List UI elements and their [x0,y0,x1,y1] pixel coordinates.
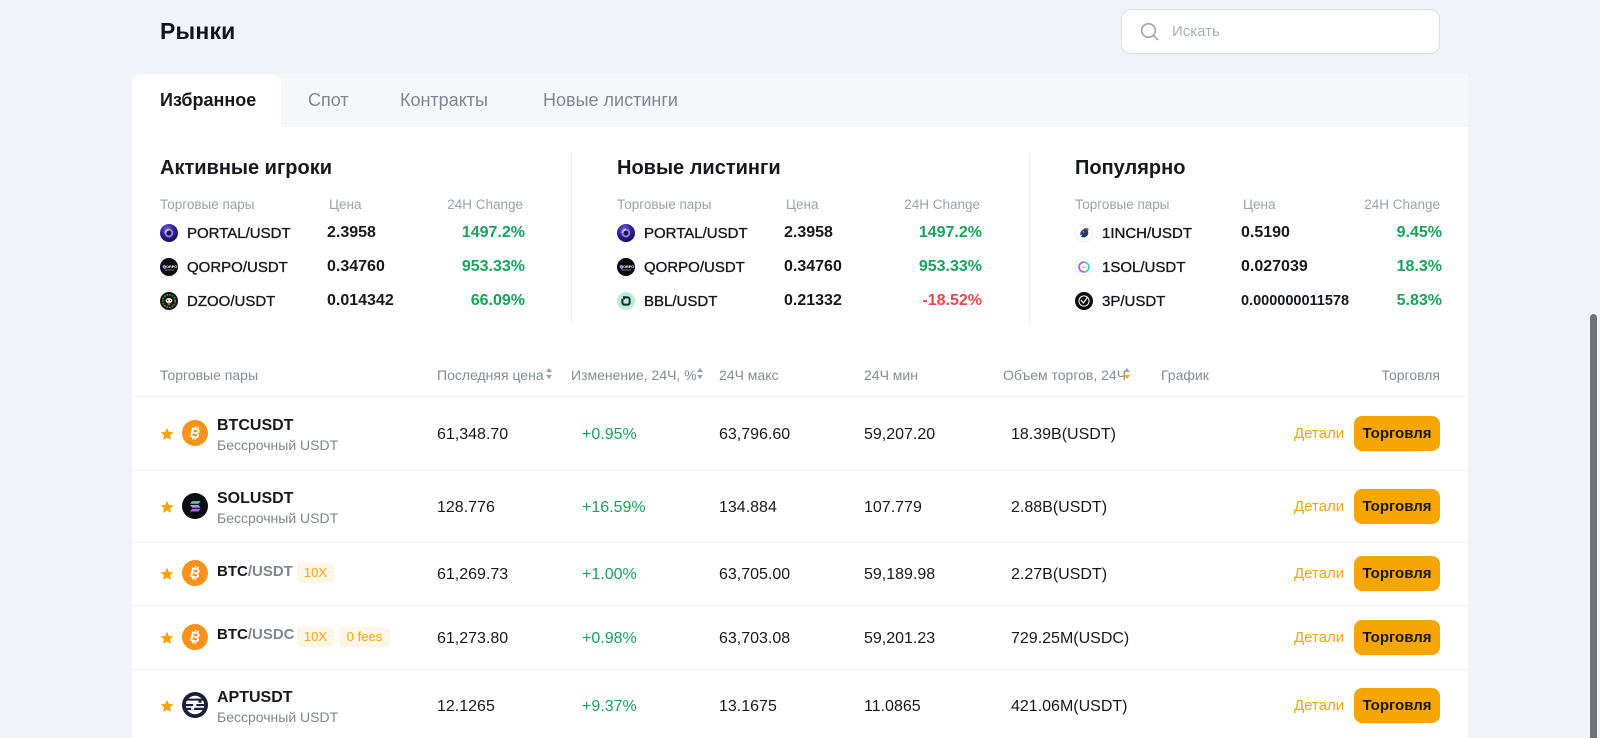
svg-text:1sol: 1sol [1081,265,1087,269]
svg-text:WORLD: WORLD [622,268,632,272]
svg-text:QORPO: QORPO [163,265,177,269]
svg-text:B: B [188,564,202,582]
svg-text:B: B [188,628,202,646]
svg-text:WORLD: WORLD [165,268,175,272]
svg-text:B: B [188,424,202,442]
svg-text:QORPO: QORPO [620,265,634,269]
